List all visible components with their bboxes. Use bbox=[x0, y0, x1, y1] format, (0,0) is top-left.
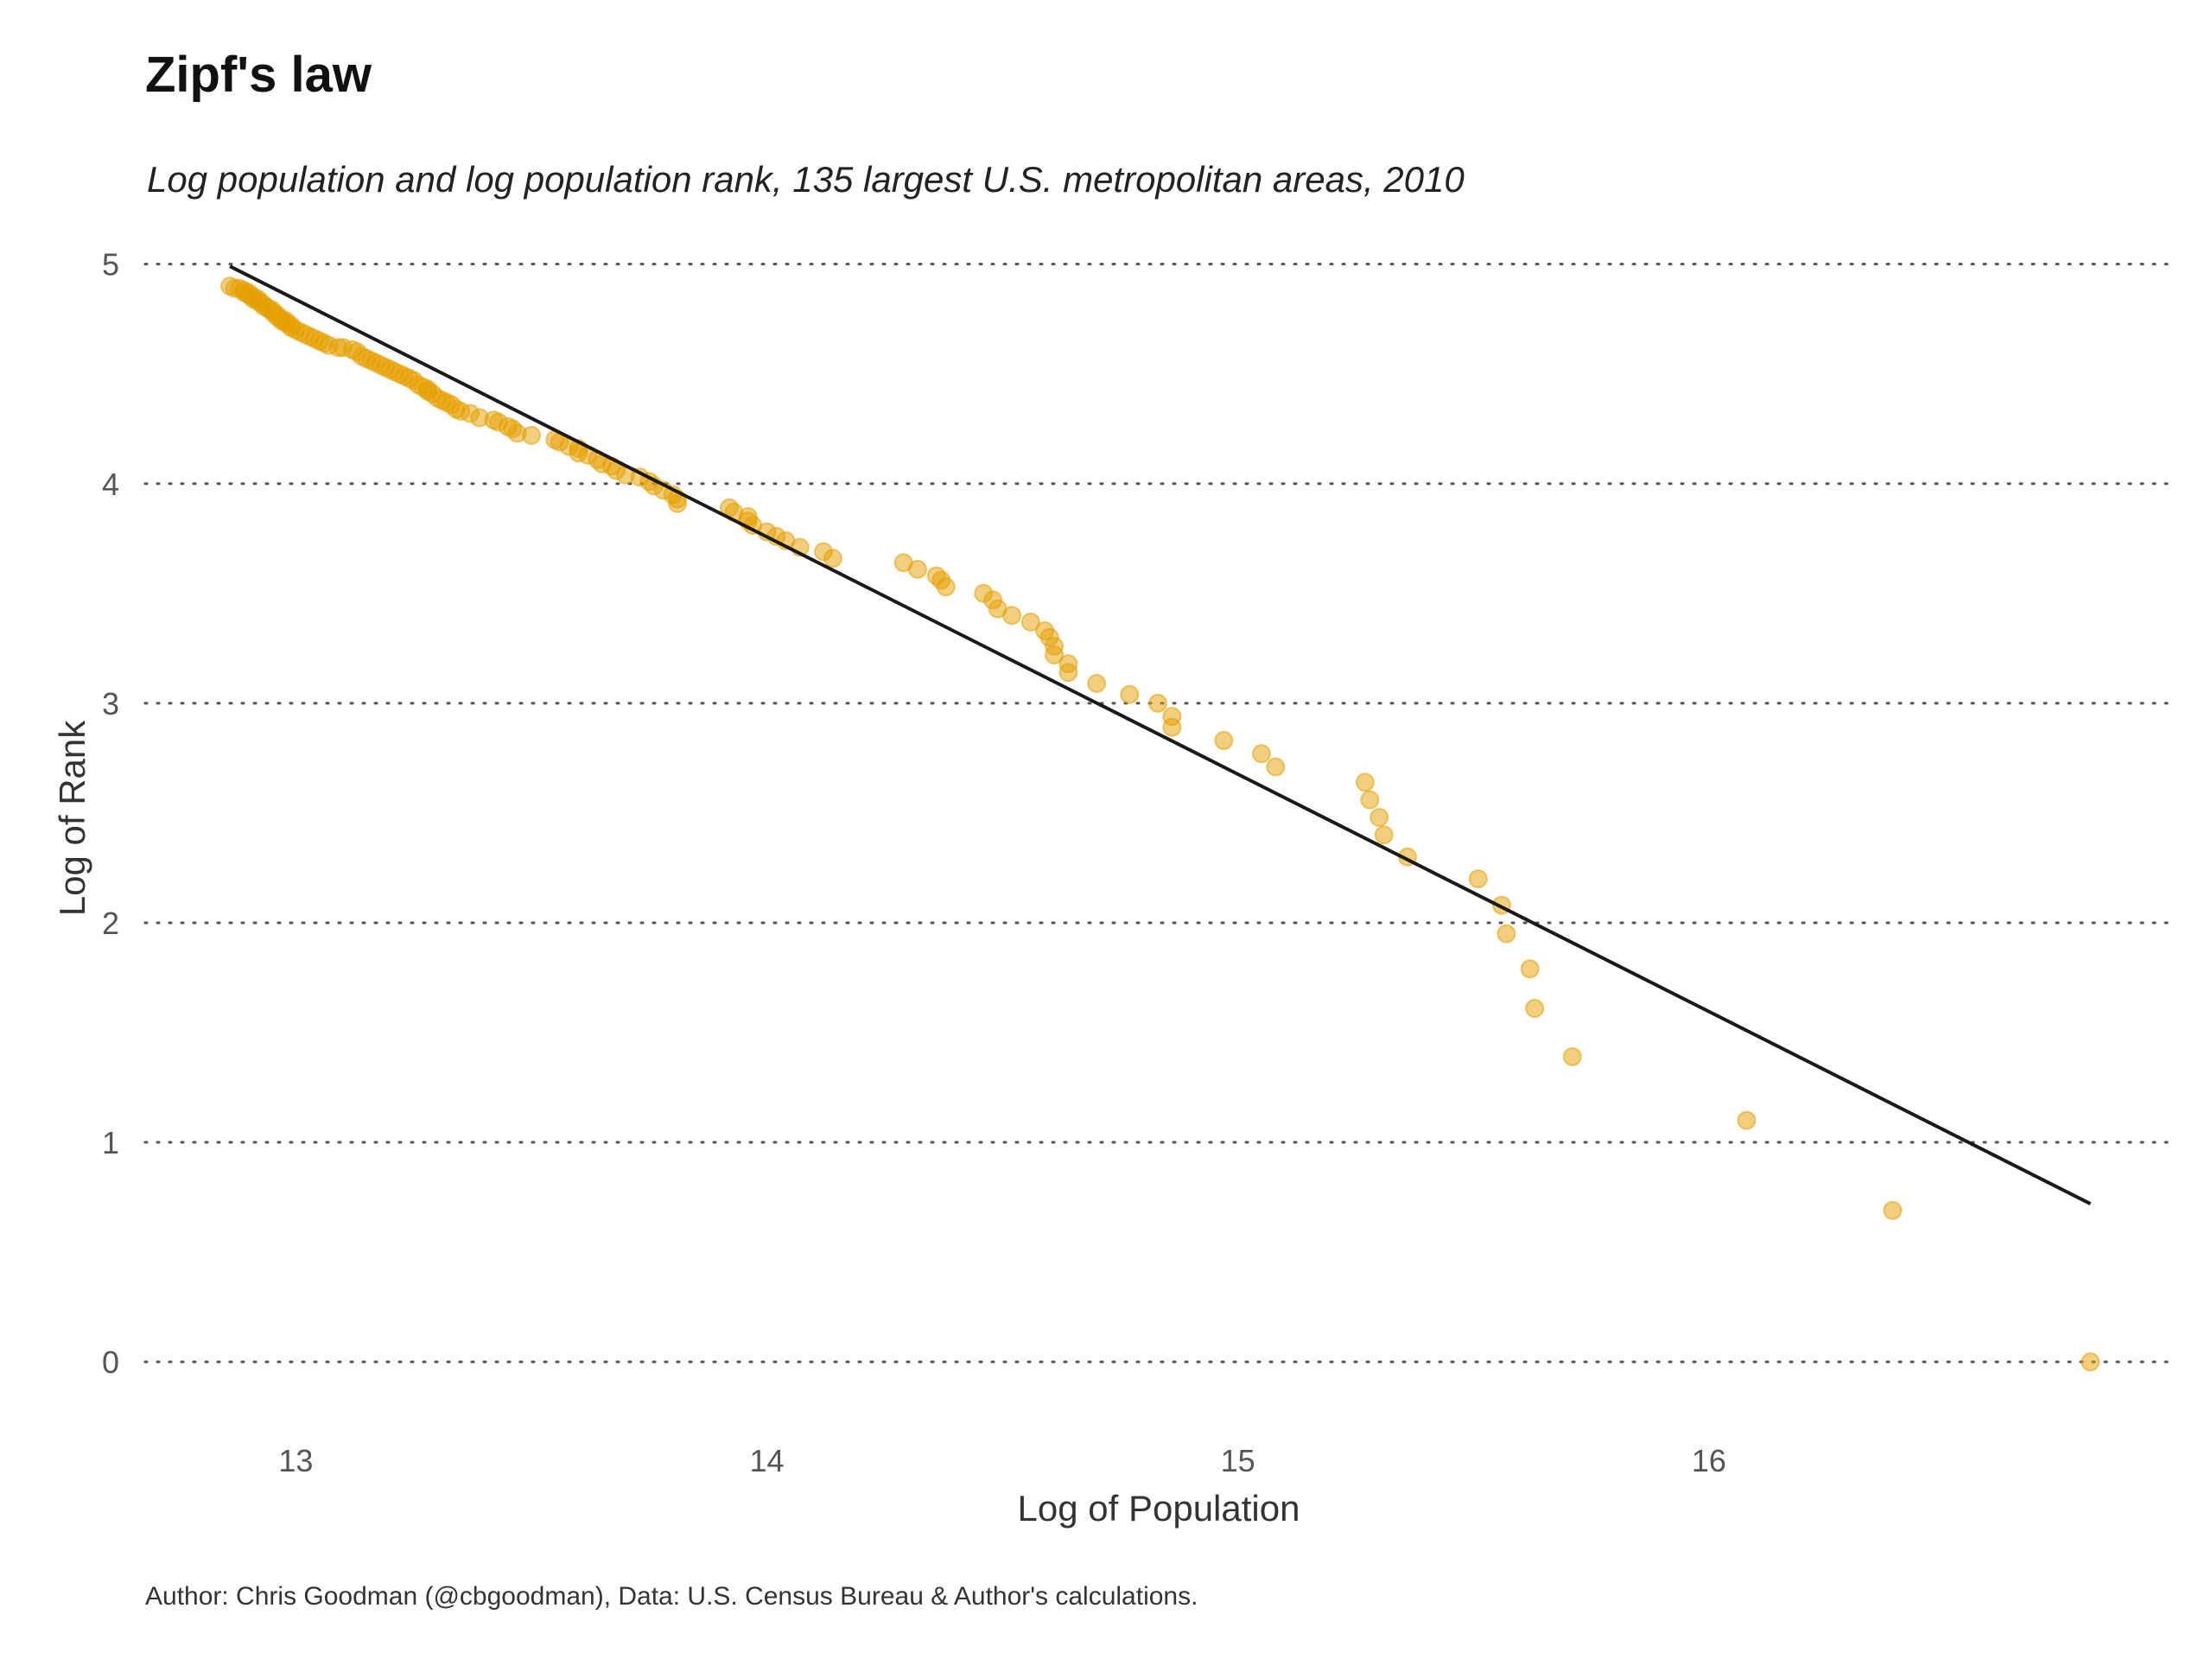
x-axis-label: Log of Population bbox=[1018, 1488, 1300, 1529]
data-point bbox=[1148, 693, 1167, 713]
x-tick-label: 16 bbox=[1692, 1443, 1726, 1478]
y-axis-ticks: 0 1 2 3 4 5 bbox=[102, 247, 119, 1380]
y-tick-label: 0 bbox=[102, 1344, 119, 1380]
data-point bbox=[1162, 707, 1182, 727]
data-point bbox=[1468, 869, 1488, 889]
x-tick-label: 15 bbox=[1221, 1443, 1255, 1478]
data-point bbox=[974, 583, 994, 603]
data-point bbox=[1035, 621, 1055, 640]
data-point bbox=[1497, 924, 1516, 944]
x-tick-label: 13 bbox=[278, 1443, 313, 1478]
gridlines bbox=[143, 263, 2172, 1363]
data-point bbox=[1374, 825, 1394, 845]
data-point bbox=[1562, 1046, 1582, 1066]
chart-subtitle: Log population and log population rank, … bbox=[147, 159, 1465, 200]
chart-caption: Author: Chris Goodman (@cbgoodman), Data… bbox=[145, 1582, 1198, 1611]
fit-line bbox=[229, 264, 2092, 1205]
data-point bbox=[893, 553, 913, 573]
scatter-points bbox=[220, 276, 2101, 1372]
chart-title: Zipf's law bbox=[145, 47, 372, 103]
fit-line-group bbox=[229, 264, 2092, 1205]
data-point bbox=[1214, 731, 1234, 751]
y-tick-label: 3 bbox=[102, 686, 119, 721]
y-tick-label: 2 bbox=[102, 906, 119, 941]
data-point bbox=[1370, 807, 1389, 827]
y-tick-label: 5 bbox=[102, 247, 119, 283]
data-point bbox=[1087, 673, 1107, 693]
x-axis-ticks: 13 14 15 16 bbox=[278, 1443, 1726, 1478]
data-point bbox=[1737, 1110, 1757, 1130]
data-point bbox=[1360, 790, 1380, 810]
data-point bbox=[1020, 612, 1040, 632]
y-tick-label: 1 bbox=[102, 1125, 119, 1160]
data-point bbox=[1251, 744, 1271, 764]
data-point bbox=[813, 542, 833, 562]
data-point bbox=[1525, 999, 1545, 1019]
data-point bbox=[1058, 654, 1078, 674]
data-point bbox=[1883, 1200, 1903, 1220]
data-point bbox=[1266, 757, 1286, 777]
x-tick-label: 14 bbox=[750, 1443, 785, 1478]
y-tick-label: 4 bbox=[102, 467, 119, 502]
data-point bbox=[2081, 1352, 2101, 1372]
data-point bbox=[1520, 959, 1540, 979]
data-point bbox=[1120, 684, 1140, 704]
data-point bbox=[220, 276, 240, 296]
data-point bbox=[1355, 772, 1375, 792]
data-point bbox=[926, 566, 946, 586]
y-axis-label: Log of Rank bbox=[52, 720, 92, 916]
